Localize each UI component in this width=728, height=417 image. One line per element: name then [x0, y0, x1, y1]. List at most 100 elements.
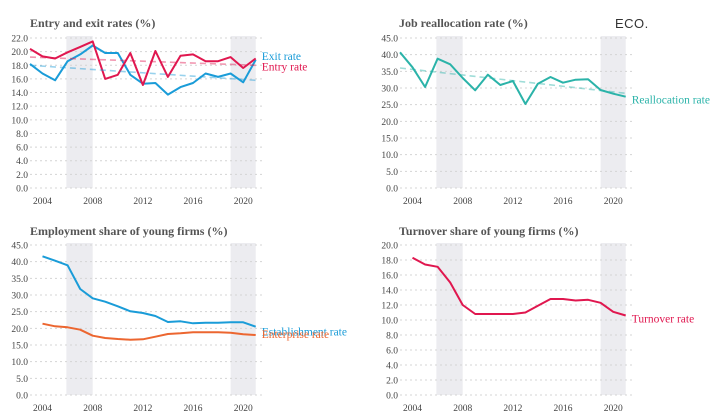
- y-tick-label: 14.0: [381, 287, 398, 297]
- x-tick-label: 2012: [133, 197, 152, 207]
- x-tick-label: 2016: [184, 197, 203, 207]
- series-line: [412, 256, 626, 317]
- employment-share-svg: 0.0 5.0 10.0 15.0 20.0 25.0 30.0 35.0 40.0 45.0 20…: [11, 224, 347, 414]
- series-line: [399, 51, 626, 105]
- x-tick-label: 2004: [403, 197, 422, 207]
- y-tick-label: 18.0: [381, 257, 398, 267]
- y-tick-label: 12.0: [11, 103, 28, 113]
- x-tick-label: 2004: [33, 404, 52, 414]
- series-label: Entry rate: [262, 61, 308, 73]
- x-tick-label: 2008: [453, 197, 472, 207]
- y-tick-label: 35.0: [381, 68, 398, 78]
- series-label: Reallocation rate: [632, 95, 710, 107]
- eco-logo: ECO.: [615, 16, 649, 31]
- y-tick-label: 6.0: [16, 144, 28, 154]
- trend-line: [29, 56, 256, 67]
- recession-band: [230, 36, 256, 188]
- y-tick-label: 12.0: [381, 302, 398, 312]
- chart-title: Entry and exit rates (%): [30, 16, 155, 30]
- y-tick-label: 2.0: [16, 171, 28, 181]
- series-line: [42, 255, 257, 328]
- x-tick-label: 2020: [234, 404, 253, 414]
- x-tick-label: 2008: [83, 404, 102, 414]
- chart-title: Job reallocation rate (%): [399, 16, 528, 30]
- recession-band: [66, 243, 93, 395]
- y-tick-label: 16.0: [11, 75, 28, 85]
- x-tick-label: 2020: [234, 197, 253, 207]
- turnover-share-chart: 0.0 2.0 4.0 6.0 8.0 10.0 12.0 14.0 16.0 18.0 20.0 2…: [364, 208, 728, 417]
- recession-band: [436, 36, 463, 188]
- y-tick-label: 8.0: [386, 332, 398, 342]
- series-line: [29, 44, 257, 96]
- y-tick-label: 20.0: [11, 325, 28, 335]
- series-line: [29, 40, 257, 86]
- entry-exit-svg: 0.0 2.0 4.0 6.0 8.0 10.0 12.0 14.0 16.0 18.0 20.0 2…: [11, 16, 308, 207]
- y-tick-label: 35.0: [11, 275, 28, 285]
- x-tick-label: 2004: [403, 404, 422, 414]
- turnover-share-svg: 0.0 2.0 4.0 6.0 8.0 10.0 12.0 14.0 16.0 18.0 20.0 2…: [381, 224, 695, 414]
- x-tick-label: 2020: [604, 404, 623, 414]
- y-tick-label: 20.0: [381, 242, 398, 252]
- series-line: [42, 322, 256, 341]
- recession-band: [600, 36, 626, 188]
- series-label: Establishment rate: [262, 327, 347, 339]
- x-tick-label: 2008: [83, 197, 102, 207]
- y-tick-label: 45.0: [381, 35, 398, 45]
- chart-title: Employment share of young firms (%): [30, 224, 227, 238]
- recession-band: [66, 36, 93, 188]
- y-tick-label: 4.0: [16, 157, 28, 167]
- x-tick-label: 2012: [133, 404, 152, 414]
- chart-title: Turnover share of young firms (%): [399, 224, 578, 238]
- entry-exit-chart: 0.0 2.0 4.0 6.0 8.0 10.0 12.0 14.0 16.0 18.0 20.0 2…: [0, 0, 364, 208]
- y-tick-label: 0.0: [16, 392, 28, 402]
- recession-band: [230, 243, 256, 395]
- x-tick-label: 2008: [453, 404, 472, 414]
- y-tick-label: 25.0: [11, 308, 28, 318]
- y-tick-label: 30.0: [381, 85, 398, 95]
- y-tick-label: 6.0: [386, 347, 398, 357]
- x-tick-label: 2004: [33, 197, 52, 207]
- y-tick-label: 20.0: [381, 118, 398, 128]
- y-tick-label: 10.0: [11, 116, 28, 126]
- series-label: Turnover rate: [632, 314, 695, 326]
- y-tick-label: 2.0: [386, 377, 398, 387]
- recession-band: [436, 243, 463, 395]
- employment-share-chart: 0.0 5.0 10.0 15.0 20.0 25.0 30.0 35.0 40.0 45.0 20…: [0, 208, 364, 417]
- y-tick-label: 14.0: [11, 89, 28, 99]
- x-tick-label: 2016: [184, 404, 203, 414]
- job-reallocation-svg: 0.0 5.0 10.0 15.0 20.0 25.0 30.0 35.0 40.0 45.0 20…: [381, 16, 710, 207]
- y-tick-label: 25.0: [381, 101, 398, 111]
- y-tick-label: 10.0: [381, 317, 398, 327]
- y-tick-label: 45.0: [11, 242, 28, 252]
- series-label: Exit rate: [262, 51, 301, 63]
- y-tick-label: 20.0: [11, 48, 28, 58]
- y-tick-label: 4.0: [386, 362, 398, 372]
- y-tick-label: 15.0: [381, 135, 398, 145]
- y-tick-label: 16.0: [381, 272, 398, 282]
- y-tick-label: 5.0: [16, 375, 28, 385]
- y-tick-label: 0.0: [386, 392, 398, 402]
- y-tick-label: 8.0: [16, 130, 28, 140]
- x-tick-label: 2016: [554, 404, 573, 414]
- x-tick-label: 2012: [503, 404, 522, 414]
- y-tick-label: 0.0: [16, 185, 28, 195]
- recession-band: [600, 243, 626, 395]
- x-tick-label: 2016: [554, 197, 573, 207]
- trend-line: [399, 67, 626, 95]
- trend-line: [29, 64, 256, 82]
- y-tick-label: 0.0: [386, 185, 398, 195]
- y-tick-label: 18.0: [11, 62, 28, 72]
- y-tick-label: 10.0: [11, 358, 28, 368]
- y-tick-label: 40.0: [11, 258, 28, 268]
- y-tick-label: 5.0: [386, 168, 398, 178]
- x-tick-label: 2012: [503, 197, 522, 207]
- series-label: Enterprise rate: [262, 329, 329, 341]
- y-tick-label: 40.0: [381, 51, 398, 61]
- job-reallocation-chart: 0.0 5.0 10.0 15.0 20.0 25.0 30.0 35.0 40.0 45.0 20…: [364, 0, 728, 208]
- x-tick-label: 2020: [604, 197, 623, 207]
- y-tick-label: 15.0: [11, 342, 28, 352]
- y-tick-label: 30.0: [11, 292, 28, 302]
- y-tick-label: 22.0: [11, 35, 28, 45]
- y-tick-label: 10.0: [381, 151, 398, 161]
